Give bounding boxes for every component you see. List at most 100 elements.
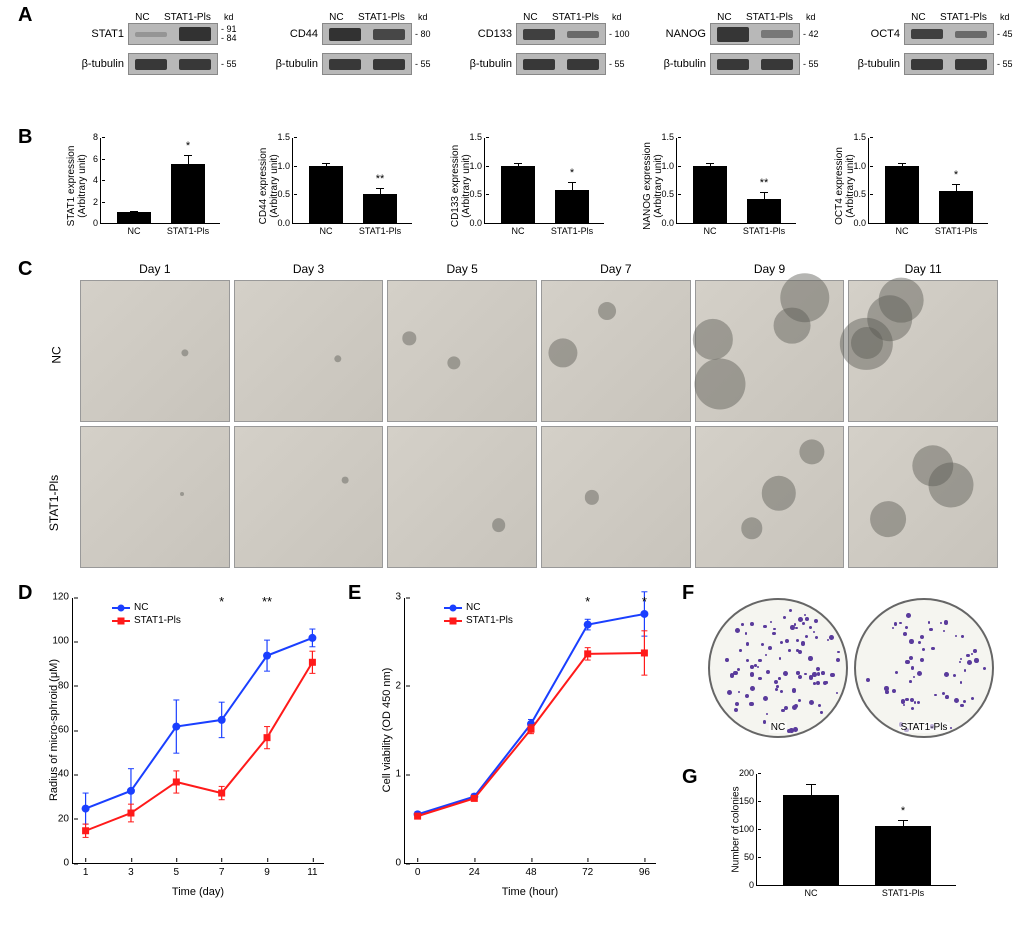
- x-tick: 96: [639, 863, 650, 878]
- y-tick: 0: [93, 218, 101, 228]
- series-marker: [263, 652, 271, 660]
- panel-e-ylabel: Cell viability (OD 450 nm): [381, 625, 393, 835]
- colony-dot: [814, 619, 818, 623]
- sphere-blob: [334, 355, 341, 362]
- panel-g-chart: 050100150200NCSTAT1-Pls* Number of colon…: [756, 774, 956, 886]
- colony-dot: [928, 621, 931, 624]
- colony-dot: [750, 686, 755, 691]
- y-tick: 0: [395, 858, 405, 869]
- colony-dot: [973, 649, 977, 653]
- lane-label: NC: [911, 12, 925, 23]
- colony-dot: [960, 681, 962, 683]
- x-label: STAT1-Pls: [350, 223, 410, 236]
- colony-dot: [950, 727, 953, 730]
- colony-dot: [909, 680, 912, 683]
- lane-label: STAT1-Pls: [746, 12, 793, 23]
- sphere-blob: [598, 302, 616, 320]
- panel-d-legend: NC STAT1-Pls: [112, 602, 181, 628]
- series-marker: [218, 790, 225, 797]
- blot-strip-target: [516, 23, 606, 45]
- kd-label: kd: [224, 12, 234, 22]
- x-label: NC: [296, 223, 356, 236]
- blot-target-label: NANOG: [662, 28, 706, 40]
- y-tick: 0: [749, 880, 757, 890]
- colony-dot: [741, 623, 744, 626]
- colony-dot: [798, 650, 802, 654]
- colony-dot: [905, 626, 908, 629]
- colony-dot: [796, 649, 799, 652]
- colony-dot: [903, 632, 907, 636]
- series-marker: [127, 810, 134, 817]
- significance-marker: **: [760, 177, 769, 189]
- band: [523, 29, 555, 40]
- colony-dot: [909, 656, 913, 660]
- panel-label-f: F: [682, 582, 694, 605]
- series-marker: [641, 649, 648, 656]
- sphere-blob: [694, 358, 745, 409]
- colony-dot: [763, 625, 767, 629]
- x-tick: 0: [415, 863, 421, 878]
- series-marker: [218, 716, 226, 724]
- colony-dot: [953, 674, 956, 677]
- mw-label: - 55: [609, 59, 625, 69]
- colony-dot: [789, 728, 794, 733]
- colony-dot: [892, 627, 894, 629]
- line-chart-svg: [405, 598, 657, 864]
- bar: [783, 795, 839, 885]
- colony-dot: [825, 681, 828, 684]
- band: [373, 29, 405, 40]
- sphere-blob: [548, 338, 577, 367]
- y-tick: 80: [58, 680, 73, 691]
- colony-dot: [971, 653, 973, 655]
- chart-axes: 0.00.51.01.5NCSTAT1-Pls**: [676, 138, 796, 224]
- colony-dot: [837, 651, 839, 653]
- legend-item: NC: [444, 602, 513, 613]
- colony-dot: [894, 622, 898, 626]
- blot-group-oct4: NCSTAT1-PlskdOCT4- 45β-tubulin- 55: [856, 12, 1013, 77]
- panel-g-ylabel: Number of colonies: [731, 760, 742, 900]
- x-tick: 5: [174, 863, 180, 878]
- band: [135, 32, 167, 37]
- colony-dot: [772, 632, 775, 635]
- colony-dot: [766, 713, 768, 715]
- colony-dot: [802, 622, 805, 625]
- bar: [693, 166, 727, 223]
- significance-marker: *: [585, 594, 590, 609]
- series-marker: [82, 805, 90, 813]
- microscopy-image: [848, 280, 998, 422]
- panel-label-g: G: [682, 766, 698, 789]
- error-bar: [903, 821, 904, 827]
- kd-label: kd: [612, 12, 622, 22]
- sphere-blob: [762, 476, 796, 510]
- colony-dot: [895, 671, 898, 674]
- sphere-blob: [799, 439, 824, 464]
- colony-dot: [754, 664, 757, 667]
- mw-label: - 45: [997, 29, 1013, 39]
- micro-col-label: Day 7: [541, 262, 691, 276]
- mw-label: - 55: [415, 59, 431, 69]
- colony-dot: [836, 658, 840, 662]
- colony-dot: [737, 668, 740, 671]
- x-tick: 72: [582, 863, 593, 878]
- colony-dot: [943, 630, 945, 632]
- colony-dot: [746, 642, 750, 646]
- colony-dot: [945, 695, 949, 699]
- legend-label: NC: [134, 602, 148, 613]
- blot-loading-label: β-tubulin: [856, 58, 900, 70]
- bar: [171, 164, 205, 223]
- error-cap: [568, 182, 576, 183]
- error-bar: [956, 185, 957, 191]
- colony-plate: STAT1-Pls: [854, 598, 994, 738]
- colony-dot: [911, 666, 915, 670]
- panel-e-legend: NCSTAT1-Pls: [444, 602, 513, 628]
- colony-dot: [739, 649, 742, 652]
- sphere-blob: [492, 518, 506, 532]
- colony-dot: [725, 658, 729, 662]
- sphere-blob: [182, 349, 189, 356]
- blot-target-label: CD133: [468, 28, 512, 40]
- legend-item: STAT1-Pls: [112, 615, 181, 626]
- series-marker: [471, 795, 478, 802]
- colony-dot: [920, 635, 924, 639]
- microscopy-image: [80, 280, 230, 422]
- colony-dot: [738, 691, 740, 693]
